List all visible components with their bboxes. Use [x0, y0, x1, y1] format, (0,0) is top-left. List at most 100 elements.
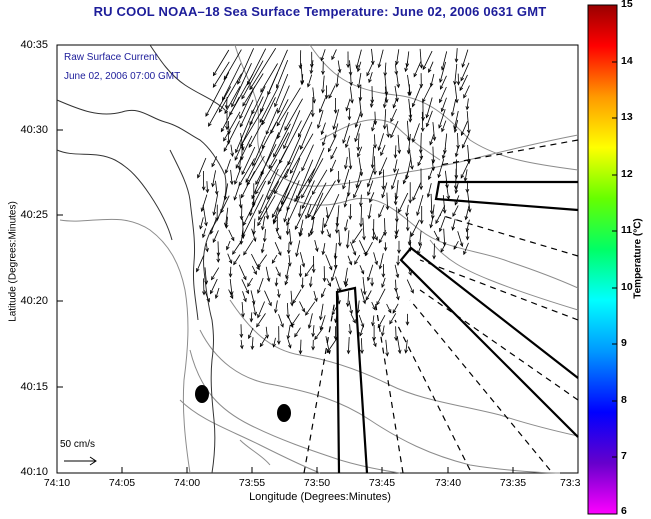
- current-vector: [268, 132, 290, 169]
- current-vector: [371, 301, 376, 310]
- current-vector-head: [355, 184, 360, 189]
- current-vector-head: [348, 261, 353, 266]
- current-vector: [292, 289, 302, 304]
- current-vector: [240, 339, 243, 349]
- current-vector: [362, 277, 366, 295]
- current-vector: [294, 195, 312, 230]
- current-vector-head: [431, 166, 436, 172]
- current-vector: [358, 157, 363, 176]
- current-vector: [322, 134, 327, 146]
- current-vector: [255, 159, 278, 195]
- current-vector-head: [373, 144, 377, 149]
- current-vector-head: [373, 342, 377, 348]
- current-vector-head: [370, 164, 375, 169]
- current-vector: [345, 156, 348, 169]
- current-vector-head: [307, 83, 311, 88]
- current-vector: [249, 96, 264, 125]
- current-vector: [403, 170, 409, 184]
- current-vector-head: [307, 324, 312, 329]
- current-vector: [276, 59, 289, 88]
- current-vector-head: [382, 104, 387, 109]
- current-vector-head: [294, 333, 298, 338]
- current-vector: [462, 49, 469, 68]
- current-vector-head: [394, 336, 398, 342]
- current-vector-head: [260, 249, 265, 254]
- current-vector-head: [371, 127, 375, 132]
- current-vector-head: [262, 238, 267, 243]
- current-vector-head: [211, 276, 215, 281]
- current-vector: [395, 180, 399, 200]
- current-vector-head: [320, 57, 325, 62]
- current-vector: [357, 133, 360, 151]
- current-vector-head: [288, 241, 293, 246]
- current-vector: [241, 60, 264, 99]
- current-vector-head: [419, 220, 424, 225]
- current-vector: [433, 243, 435, 259]
- radar-site-marker: [277, 404, 291, 422]
- current-vector-head: [393, 154, 398, 159]
- current-vector: [241, 171, 255, 198]
- current-vector: [259, 336, 267, 347]
- current-vector-head: [276, 293, 281, 299]
- current-vector: [265, 107, 278, 135]
- current-vector: [328, 135, 337, 152]
- current-vector-head: [460, 131, 465, 137]
- current-vector: [455, 182, 459, 194]
- current-vector: [454, 119, 459, 133]
- current-vector: [333, 109, 340, 130]
- current-vector: [212, 170, 216, 187]
- current-vector-head: [255, 180, 259, 186]
- y-tick-label: 40:30: [20, 124, 48, 136]
- current-vector-head: [360, 323, 365, 328]
- current-vector-head: [404, 349, 408, 354]
- current-vector: [314, 327, 324, 340]
- current-vector: [383, 97, 387, 108]
- current-vector: [260, 63, 278, 93]
- current-vector: [328, 85, 336, 99]
- current-vector-head: [301, 204, 306, 210]
- current-vector-head: [371, 236, 376, 241]
- current-vector: [452, 205, 459, 217]
- current-vector-head: [237, 166, 242, 171]
- current-vector: [231, 63, 252, 107]
- current-vector-head: [374, 236, 378, 241]
- current-vector-head: [394, 234, 399, 240]
- current-vector-head: [247, 282, 251, 288]
- current-vector-head: [287, 161, 291, 166]
- current-vector: [438, 158, 445, 178]
- current-vector-head: [362, 291, 367, 296]
- current-vector-head: [428, 175, 432, 181]
- current-vector: [273, 123, 291, 157]
- current-vector: [365, 290, 372, 301]
- current-vector-head: [286, 249, 291, 255]
- current-vector-head: [345, 107, 350, 112]
- current-vector-head: [253, 270, 257, 276]
- current-vector-head: [454, 153, 459, 158]
- current-vector-head: [354, 137, 358, 143]
- current-vector: [369, 192, 375, 203]
- current-vector: [378, 49, 384, 68]
- current-vector-head: [275, 227, 280, 232]
- current-vector: [371, 119, 376, 131]
- current-vector: [406, 279, 414, 294]
- current-vector: [364, 241, 373, 256]
- current-vector-head: [300, 81, 305, 86]
- current-vector: [378, 230, 387, 243]
- current-vector-head: [378, 213, 382, 218]
- current-vector: [338, 229, 341, 246]
- current-vector-head: [389, 320, 393, 325]
- current-vector-head: [370, 99, 375, 104]
- current-vector: [251, 337, 254, 350]
- current-vector-head: [299, 145, 304, 150]
- colorbar-tick-label: 13: [621, 111, 633, 123]
- current-vector-head: [334, 229, 339, 234]
- current-vector-head: [314, 335, 319, 341]
- current-vector-head: [419, 83, 424, 89]
- current-vector: [348, 147, 352, 169]
- current-vector-head: [381, 283, 385, 288]
- current-vector-head: [454, 189, 459, 194]
- current-vector: [273, 337, 276, 347]
- current-vector-head: [241, 95, 246, 100]
- current-vector: [390, 108, 397, 122]
- current-vector: [205, 72, 230, 117]
